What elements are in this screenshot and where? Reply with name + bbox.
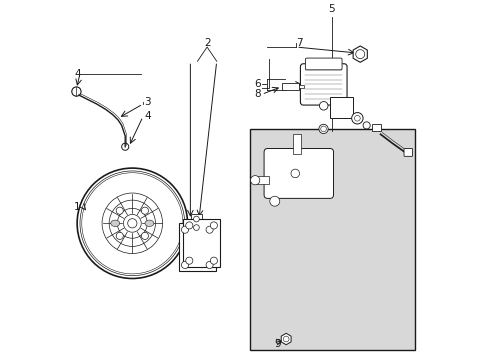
Text: 2: 2	[203, 39, 210, 49]
Text: 6: 6	[254, 80, 261, 89]
Circle shape	[116, 207, 123, 214]
Circle shape	[185, 222, 192, 229]
Ellipse shape	[144, 220, 154, 226]
Text: 8: 8	[254, 89, 261, 99]
Circle shape	[362, 122, 369, 129]
Text: 7: 7	[296, 38, 302, 48]
FancyBboxPatch shape	[264, 149, 333, 198]
Circle shape	[141, 207, 148, 214]
Circle shape	[250, 176, 259, 185]
Circle shape	[193, 225, 199, 230]
Bar	[255, 176, 269, 184]
Bar	[249, 129, 415, 350]
Text: 3: 3	[144, 97, 150, 107]
Polygon shape	[281, 333, 290, 345]
Bar	[298, 85, 304, 88]
Text: 5: 5	[328, 4, 334, 14]
Circle shape	[290, 169, 299, 178]
Bar	[191, 215, 202, 232]
Bar	[178, 223, 216, 271]
Circle shape	[319, 102, 327, 110]
Text: 4: 4	[144, 112, 150, 121]
Bar	[281, 84, 298, 90]
Ellipse shape	[111, 220, 120, 226]
Bar	[371, 123, 380, 131]
FancyBboxPatch shape	[300, 64, 346, 105]
Circle shape	[210, 257, 217, 264]
Circle shape	[205, 261, 213, 269]
Circle shape	[116, 232, 123, 239]
Circle shape	[318, 124, 327, 134]
FancyBboxPatch shape	[403, 149, 412, 156]
Circle shape	[81, 173, 183, 274]
Text: 4: 4	[74, 69, 81, 79]
Circle shape	[181, 261, 188, 269]
Bar	[183, 219, 220, 267]
Bar	[292, 134, 301, 154]
Circle shape	[181, 226, 188, 233]
Polygon shape	[352, 46, 366, 62]
Circle shape	[269, 196, 279, 206]
Circle shape	[210, 222, 217, 229]
Circle shape	[351, 113, 362, 124]
Bar	[329, 97, 352, 118]
Text: 9: 9	[273, 339, 280, 348]
Circle shape	[205, 226, 213, 233]
Circle shape	[141, 232, 148, 239]
Text: 1: 1	[74, 202, 81, 212]
FancyBboxPatch shape	[305, 58, 342, 70]
Circle shape	[185, 257, 192, 264]
Circle shape	[193, 216, 199, 222]
